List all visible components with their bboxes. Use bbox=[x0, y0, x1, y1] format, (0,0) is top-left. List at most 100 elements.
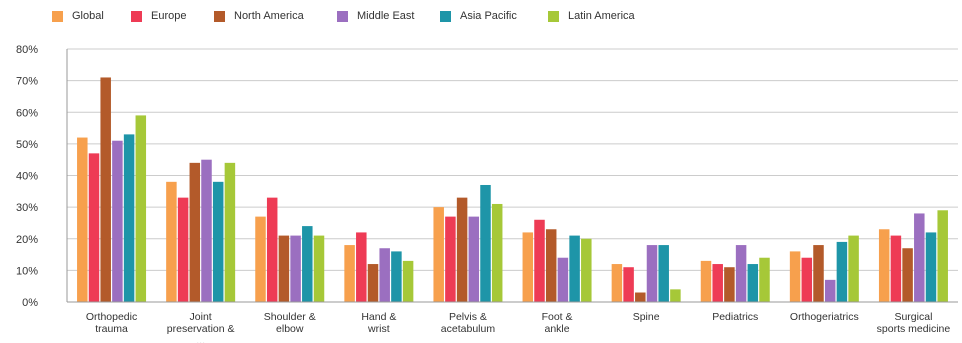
legend-item-middle-east: Middle East bbox=[337, 10, 414, 22]
bar-latin-america bbox=[581, 238, 592, 302]
bar-asia-pacific bbox=[925, 232, 937, 302]
x-category-label: wrist bbox=[367, 323, 390, 335]
bar-global bbox=[166, 181, 177, 302]
bar-latin-america bbox=[848, 235, 859, 302]
bar-latin-america bbox=[759, 257, 770, 302]
bar-middle-east bbox=[735, 245, 747, 302]
x-category-label: ... bbox=[196, 335, 205, 343]
bar-europe bbox=[445, 216, 456, 302]
bar-europe bbox=[266, 197, 278, 302]
legend-swatch bbox=[337, 10, 348, 22]
legend-swatch bbox=[548, 10, 559, 22]
bar-north-america bbox=[902, 248, 913, 302]
x-category-label: Orthopedic bbox=[86, 311, 137, 323]
legend-label: Asia Pacific bbox=[460, 10, 517, 22]
y-tick-label: 60% bbox=[16, 107, 38, 119]
bar-asia-pacific bbox=[569, 235, 580, 302]
y-tick-label: 40% bbox=[16, 171, 38, 183]
legend-item-global: Global bbox=[52, 10, 104, 22]
bar-global bbox=[77, 137, 88, 302]
y-tick-label: 30% bbox=[16, 202, 38, 214]
legend-swatch bbox=[214, 10, 225, 22]
bar-asia-pacific bbox=[302, 226, 313, 302]
bar-middle-east bbox=[646, 245, 658, 302]
bar-asia-pacific bbox=[836, 241, 848, 302]
bar-north-america bbox=[545, 229, 557, 302]
bar-asia-pacific bbox=[391, 251, 402, 302]
legend-swatch bbox=[52, 10, 63, 22]
y-tick-label: 50% bbox=[16, 139, 38, 151]
bar-global bbox=[255, 216, 266, 302]
y-tick-label: 20% bbox=[16, 234, 38, 246]
bar-middle-east bbox=[824, 279, 836, 302]
bar-north-america bbox=[724, 267, 735, 302]
legend-label: Europe bbox=[151, 10, 187, 22]
bar-latin-america bbox=[224, 162, 236, 302]
legend: Global Europe North America Middle East Asia… bbox=[0, 10, 962, 30]
x-category-label: Foot & bbox=[542, 311, 573, 323]
y-tick-label: 70% bbox=[16, 76, 38, 88]
bar-middle-east bbox=[112, 140, 123, 302]
y-tick-label: 0% bbox=[22, 297, 38, 309]
legend-label: Global bbox=[72, 10, 104, 22]
bar-latin-america bbox=[313, 235, 325, 302]
legend-swatch bbox=[131, 10, 142, 22]
x-category-label: Orthogeriatrics bbox=[790, 311, 859, 323]
bar-asia-pacific bbox=[212, 181, 224, 302]
bar-global bbox=[611, 264, 623, 302]
bar-global bbox=[878, 229, 890, 302]
x-category-label: sports medicine bbox=[877, 323, 951, 335]
bar-north-america bbox=[100, 77, 111, 303]
legend-item-latin-america: Latin America bbox=[548, 10, 635, 22]
bar-middle-east bbox=[557, 257, 569, 302]
bar-asia-pacific bbox=[658, 245, 669, 302]
bar-global bbox=[344, 245, 355, 302]
bar-global bbox=[789, 251, 801, 302]
bar-north-america bbox=[367, 264, 379, 302]
x-category-label: trauma bbox=[95, 323, 128, 335]
x-category-label: Joint bbox=[190, 311, 212, 323]
bar-europe bbox=[712, 264, 723, 302]
bar-middle-east bbox=[914, 213, 925, 302]
x-category-label: elbow bbox=[276, 323, 304, 335]
bar-global bbox=[522, 232, 534, 302]
bar-global bbox=[700, 260, 712, 302]
x-category-label: acetabulum bbox=[441, 323, 496, 335]
bar-north-america bbox=[813, 245, 824, 302]
x-category-label: Surgical bbox=[894, 311, 932, 323]
bar-latin-america bbox=[402, 260, 414, 302]
legend-item-north-america: North America bbox=[214, 10, 304, 22]
bar-europe bbox=[88, 153, 100, 302]
bar-europe bbox=[890, 235, 902, 302]
x-category-label: Pelvis & bbox=[449, 311, 487, 323]
y-tick-label: 10% bbox=[16, 265, 38, 277]
bar-north-america bbox=[456, 197, 468, 302]
x-category-label: preservation & bbox=[167, 323, 235, 335]
bar-europe bbox=[801, 257, 813, 302]
bar-europe bbox=[534, 219, 545, 302]
bar-global bbox=[433, 207, 444, 302]
bar-north-america bbox=[278, 235, 290, 302]
legend-item-europe: Europe bbox=[131, 10, 186, 22]
x-category-label: ankle bbox=[544, 323, 569, 335]
bar-north-america bbox=[635, 292, 646, 302]
x-category-label: Pediatrics bbox=[712, 311, 758, 323]
bar-europe bbox=[623, 267, 634, 302]
bar-middle-east bbox=[379, 248, 390, 302]
bar-europe bbox=[177, 197, 189, 302]
bar-asia-pacific bbox=[123, 134, 135, 302]
bar-latin-america bbox=[491, 203, 503, 302]
y-tick-label: 80% bbox=[16, 44, 38, 56]
x-category-label: Hand & bbox=[361, 311, 396, 323]
bar-europe bbox=[356, 232, 367, 302]
bar-latin-america bbox=[135, 115, 147, 302]
bar-asia-pacific bbox=[747, 264, 759, 302]
bar-north-america bbox=[189, 162, 201, 302]
bar-asia-pacific bbox=[480, 184, 491, 302]
x-category-label: Shoulder & bbox=[264, 311, 316, 323]
bar-middle-east bbox=[201, 159, 212, 302]
bar-latin-america bbox=[937, 210, 948, 302]
legend-label: Middle East bbox=[357, 10, 415, 22]
bar-latin-america bbox=[670, 289, 681, 302]
